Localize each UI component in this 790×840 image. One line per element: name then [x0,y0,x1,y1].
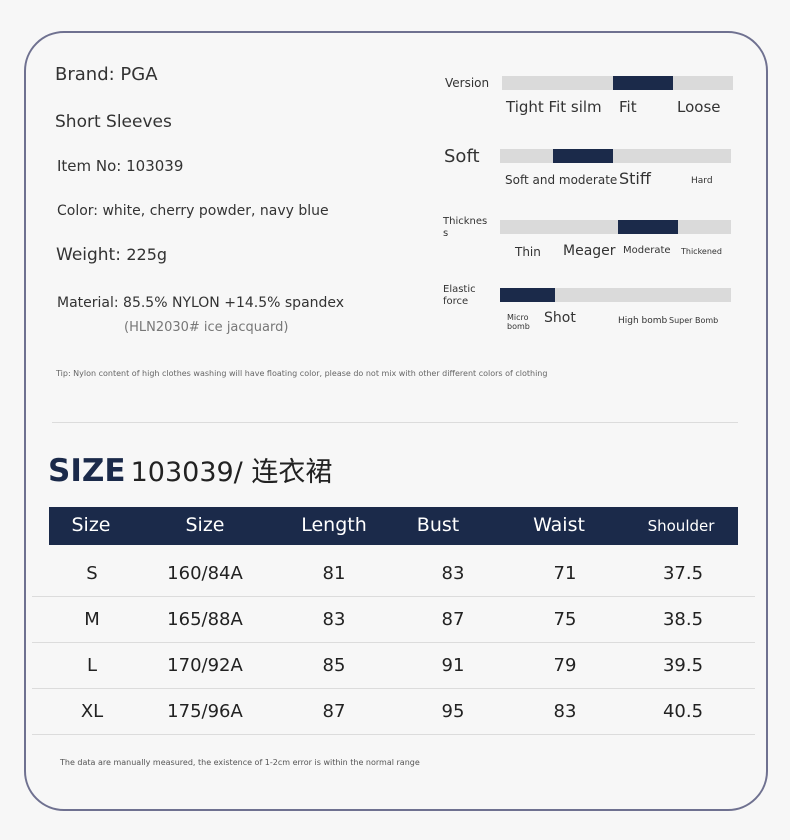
column-header: Bust [416,514,460,536]
weight: Weight: 225g [56,245,167,265]
row-divider [32,688,755,689]
table-cell: S [86,563,98,584]
table-cell: 83 [322,609,346,630]
table-cell: 37.5 [662,563,704,584]
size-title-bold: SIZE [48,453,126,489]
table-cell: 83 [441,563,465,584]
row-divider [32,596,755,597]
sleeves: Short Sleeves [55,112,172,132]
level: Meager [563,243,616,259]
table-cell: 40.5 [662,701,704,722]
attr-label-thickness: Thicknes s [443,216,488,239]
note: The data are manually measured, the exis… [60,758,420,767]
weight-label: Weight: [56,245,121,265]
table-cell: 165/88A [167,609,243,630]
divider [52,422,738,423]
level: Stiff [619,169,651,188]
row-divider [32,642,755,643]
size-title: SIZE 103039/ 连衣裙 [48,450,332,489]
attr-label-elastic: Elastic force [443,284,476,307]
level: Loose [677,98,721,116]
table-cell: 95 [441,701,465,722]
level: Shot [544,310,576,326]
level: Micro bomb [507,313,530,331]
table-cell: 175/96A [167,701,243,722]
level: Soft and moderate [505,173,618,187]
column-header: Size [185,514,225,536]
thickness-bar [500,220,731,234]
brand: Brand: PGA [55,64,158,85]
material-sub: (HLN2030# ice jacquard) [124,320,289,335]
color: Color: white, cherry powder, navy blue [57,203,329,219]
version-bar [502,76,733,90]
level: Thickened [681,247,722,256]
table-cell: 75 [553,609,577,630]
item-no: Item No: 103039 [57,157,184,175]
tip: Tip: Nylon content of high clothes washi… [56,369,548,378]
table-cell: 160/84A [167,563,243,584]
table-cell: 71 [553,563,577,584]
column-header: Shoulder [647,517,715,535]
thickness-fill [617,220,678,234]
elastic-bar [500,288,731,302]
column-header: Size [71,514,111,536]
table-cell: 87 [322,701,346,722]
soft-fill [553,149,614,163]
table-cell: L [86,655,98,676]
table-cell: 39.5 [662,655,704,676]
row-divider [32,734,755,735]
table-cell: 83 [553,701,577,722]
card-frame [24,31,768,811]
level: Moderate [623,245,671,256]
table-cell: 38.5 [662,609,704,630]
table-cell: 79 [553,655,577,676]
level: Thin [515,245,541,259]
attr-label-version: Version [445,76,490,90]
table-cell: M [84,609,100,630]
table-cell: XL [80,701,104,722]
table-cell: 170/92A [167,655,243,676]
attr-label-soft: Soft [444,146,480,167]
level: Hard [691,176,713,186]
table-cell: 91 [441,655,465,676]
level: Fit [619,98,637,116]
table-header [49,507,738,545]
level: High bomb [618,316,668,326]
table-cell: 85 [322,655,346,676]
column-header: Length [301,514,367,536]
table-cell: 87 [441,609,465,630]
version-fill [612,76,673,90]
elastic-fill [500,288,556,302]
weight-value: 225g [126,245,168,264]
size-title-rest: 103039/ 连衣裙 [130,457,333,488]
soft-bar [500,149,731,163]
material: Material: 85.5% NYLON +14.5% spandex [57,295,345,311]
column-header: Waist [533,514,585,536]
level: Super Bomb [669,316,719,325]
level: Tight Fit silm [506,98,602,116]
table-cell: 81 [322,563,346,584]
